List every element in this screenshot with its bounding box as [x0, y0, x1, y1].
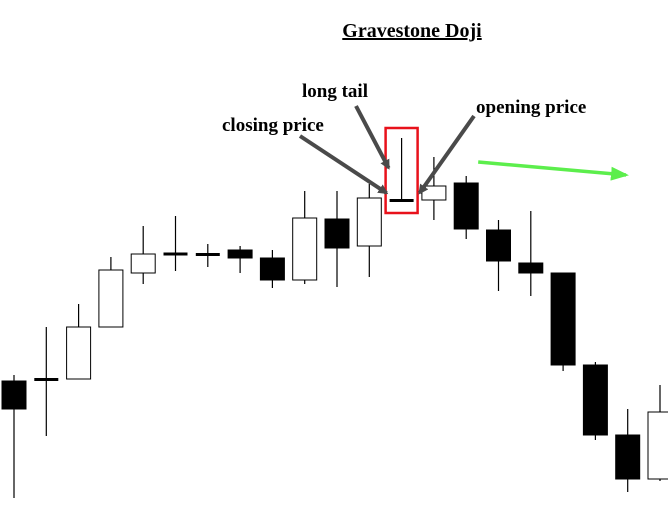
- candle-body: [66, 326, 92, 380]
- candle-body: [1, 380, 27, 410]
- doji-highlight-box: [384, 126, 419, 215]
- candle-body: [486, 229, 511, 262]
- candle-body: [98, 269, 124, 328]
- candle-body: [292, 217, 318, 281]
- candle-body: [356, 197, 382, 247]
- candle-body: [615, 434, 641, 480]
- annotation-closing-price: closing price: [222, 115, 324, 136]
- annotation-opening-price: opening price: [476, 97, 586, 118]
- long-tail-arrow: [354, 105, 391, 170]
- candle-body: [324, 218, 350, 249]
- opening-price-arrow: [417, 114, 476, 195]
- candle-body: [130, 253, 156, 274]
- candle-body: [582, 364, 608, 436]
- candle-body: [518, 262, 544, 274]
- closing-price-arrow: [298, 134, 389, 195]
- candle-body: [453, 182, 479, 230]
- candle-body: [259, 257, 285, 281]
- downtrend-arrow: [478, 160, 629, 181]
- candle-body: [647, 411, 668, 480]
- candle-body: [550, 272, 576, 366]
- candles-group: [1, 138, 668, 498]
- chart-title: Gravestone Doji: [342, 20, 482, 42]
- annotation-long-tail: long tail: [302, 81, 368, 102]
- candle-body: [227, 249, 253, 259]
